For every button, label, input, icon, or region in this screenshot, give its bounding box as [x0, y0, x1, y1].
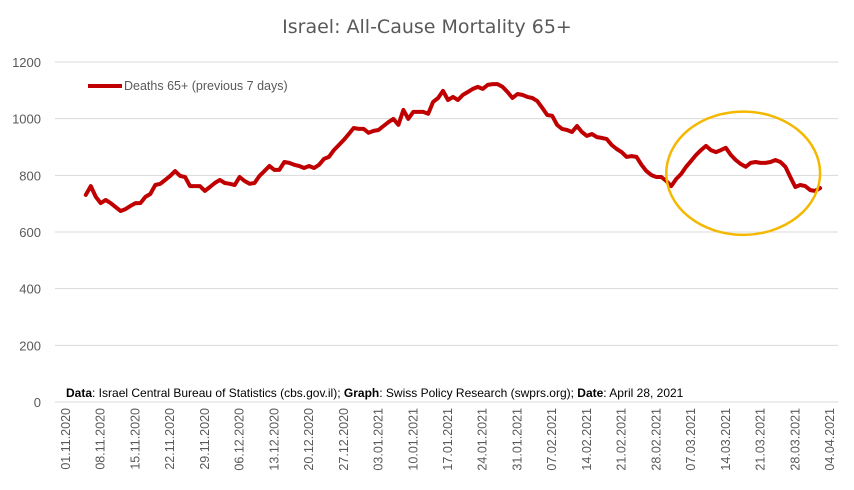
x-axis-ticks: 01.11.2020 08.11.2020 15.11.2020 22.11.2020… [59, 408, 837, 471]
x-tick-label: 22.11.2020 [163, 408, 177, 470]
y-tick-label: 600 [19, 225, 41, 240]
highlight-ellipse [665, 110, 822, 237]
x-tick-label: 14.02.2021 [580, 408, 594, 471]
x-tick-label: 29.11.2020 [198, 408, 212, 470]
y-tick-label: 400 [19, 282, 41, 297]
source-note-key: Data [66, 386, 92, 400]
x-tick-label: 24.01.2021 [476, 408, 490, 471]
x-tick-label: 10.01.2021 [406, 408, 420, 471]
x-tick-label: 27.12.2020 [337, 408, 351, 471]
x-tick-label: 21.02.2021 [615, 408, 629, 471]
x-tick-label: 06.12.2020 [233, 408, 247, 471]
x-tick-label: 01.11.2020 [59, 408, 73, 470]
x-tick-label: 20.12.2020 [302, 408, 316, 471]
x-tick-label: 07.02.2021 [545, 408, 559, 471]
source-note: Data: Israel Central Bureau of Statistic… [66, 386, 684, 400]
source-note-text: : April 28, 2021 [603, 386, 683, 400]
y-tick-label: 0 [34, 395, 41, 410]
source-note-key: Date [577, 386, 603, 400]
y-tick-label: 1200 [12, 55, 41, 70]
source-note-text: : Swiss Policy Research (swprs.org); [379, 386, 577, 400]
x-tick-label: 07.03.2021 [684, 408, 698, 471]
series-layer [83, 82, 823, 213]
x-tick-label: 14.03.2021 [719, 408, 733, 471]
x-tick-label: 28.02.2021 [649, 408, 663, 471]
x-tick-label: 28.03.2021 [788, 408, 802, 471]
series-line [83, 82, 823, 213]
legend: Deaths 65+ (previous 7 days) [88, 79, 288, 93]
y-tick-label: 800 [19, 168, 41, 183]
source-note-key: Graph [344, 386, 379, 400]
x-tick-label: 08.11.2020 [94, 408, 108, 470]
x-tick-label: 13.12.2020 [267, 408, 281, 471]
legend-label: Deaths 65+ (previous 7 days) [124, 79, 288, 93]
x-tick-label: 15.11.2020 [128, 408, 142, 470]
y-tick-label: 200 [19, 338, 41, 353]
source-note-text: : Israel Central Bureau of Statistics (c… [92, 386, 344, 400]
chart-title: Israel: All-Cause Mortality 65+ [282, 16, 572, 38]
annotation-layer [665, 110, 822, 237]
x-tick-label: 04.04.2021 [823, 408, 837, 471]
x-tick-label: 31.01.2021 [510, 408, 524, 471]
y-tick-label: 1000 [12, 112, 41, 127]
x-tick-label: 21.03.2021 [754, 408, 768, 471]
x-tick-label: 17.01.2021 [441, 408, 455, 471]
y-axis-ticks: 0 200 400 600 800 1000 1200 [12, 55, 41, 410]
x-tick-label: 03.01.2021 [372, 408, 386, 471]
